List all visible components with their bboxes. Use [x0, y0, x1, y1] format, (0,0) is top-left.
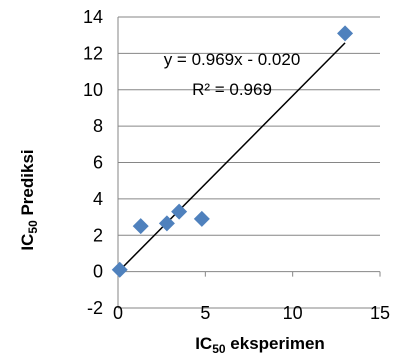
y-tick-label: 8 — [93, 116, 103, 136]
y-axis-label: IC50 Prediksi — [18, 149, 40, 250]
data-point — [132, 218, 149, 235]
y-axis-label-main: IC — [18, 234, 37, 251]
grid-lines — [118, 16, 380, 309]
x-axis-label-subscript: 50 — [212, 342, 226, 356]
y-tick-label: 4 — [93, 189, 103, 209]
y-tick-label: 14 — [83, 7, 103, 27]
x-tick-label: 15 — [370, 303, 390, 323]
x-axis-label: IC50 eksperimen — [195, 334, 325, 356]
y-tick-label: 10 — [83, 80, 103, 100]
y-tick-label: 2 — [93, 225, 103, 245]
x-axis-label-main: IC — [195, 334, 212, 353]
data-points — [111, 25, 354, 278]
x-tick-label: 10 — [283, 303, 303, 323]
r-squared-label: R² = 0.969 — [192, 80, 272, 99]
data-point — [158, 215, 175, 232]
y-tick-labels: -2 0 2 4 6 8 10 12 14 — [83, 7, 103, 318]
y-tick-label: 12 — [83, 43, 103, 63]
trendline — [117, 42, 346, 273]
y-tick-label: 0 — [93, 262, 103, 282]
data-point — [193, 210, 210, 227]
y-tick-label: 6 — [93, 153, 103, 173]
x-tick-label: 0 — [113, 303, 123, 323]
x-tick-labels: 0 5 10 15 — [113, 303, 390, 323]
data-point — [337, 25, 354, 42]
data-point — [111, 261, 128, 278]
data-point — [171, 203, 188, 220]
x-axis-label-rest: eksperimen — [226, 334, 325, 353]
trendline-equation: y = 0.969x - 0.020 — [164, 50, 301, 69]
x-tick-label: 5 — [200, 303, 210, 323]
y-axis-label-rest: Prediksi — [18, 149, 37, 220]
y-axis-label-subscript: 50 — [26, 220, 40, 234]
x-tick-marks — [117, 271, 381, 277]
y-tick-label: -2 — [87, 298, 103, 318]
